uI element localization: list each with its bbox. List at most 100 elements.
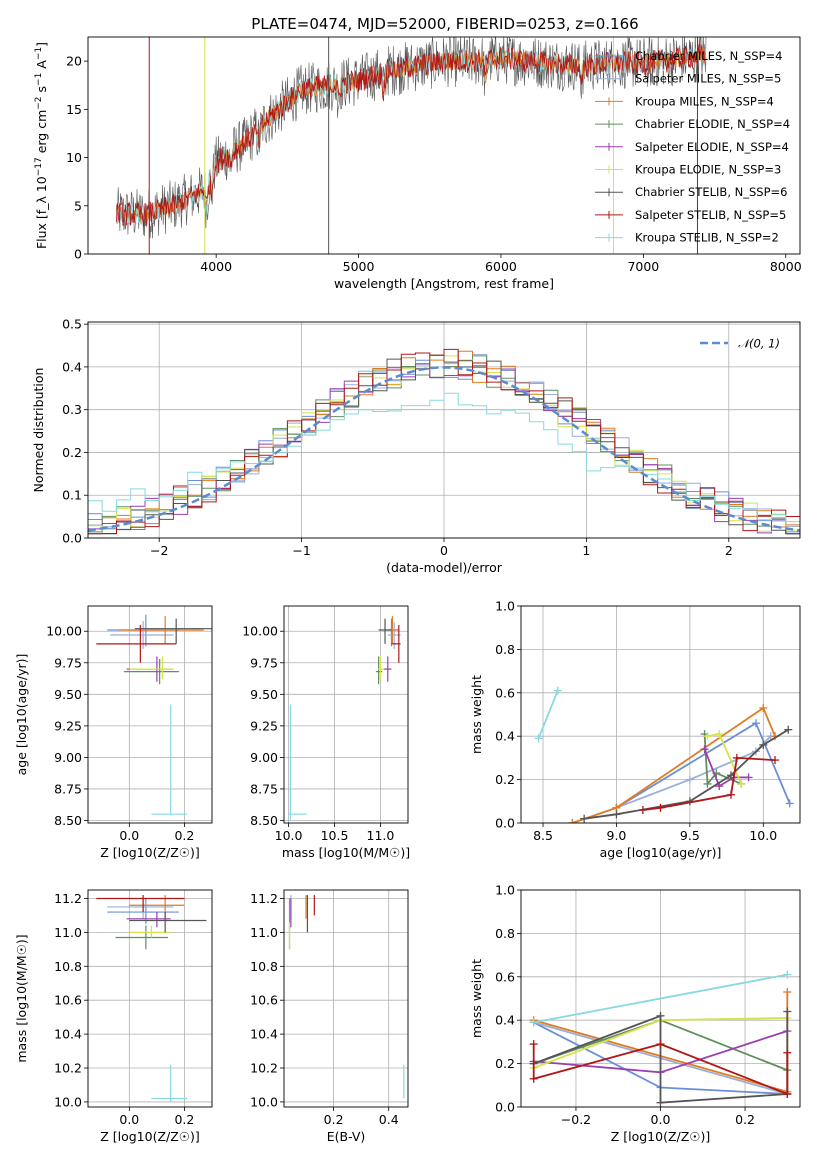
histogram-chabrier-elodie [88, 355, 800, 535]
histogram-kroupa-stelib [88, 392, 800, 523]
point-chabrier-stelib [134, 618, 212, 644]
spectrum-model-salpeter-stelib [116, 44, 707, 227]
point-chabrier-stelib [378, 618, 392, 644]
marker-chabrier-stelib [783, 1007, 792, 1016]
point-kroupa-elodie [129, 925, 171, 938]
y-tick-label: 8.75 [54, 781, 82, 796]
y-tick-label: 10.4 [250, 1027, 278, 1042]
plot-area [534, 686, 794, 823]
plot-area [96, 614, 212, 815]
y-tick-label: 0.0 [495, 1100, 515, 1115]
x-tick-label: 0.0 [119, 828, 139, 843]
x-tick-label: 0.2 [324, 1112, 344, 1127]
point-chabrier-stelib [129, 912, 207, 933]
point-salpeter-miles [110, 621, 174, 649]
y-tick-label: 5 [74, 198, 82, 213]
x-tick-label: 6000 [485, 259, 517, 274]
axes-frame [520, 889, 801, 1108]
panel-weight-vs-age: 8.5 9.0 9.5 10.0 0.0 0.2 0.4 0.6 0.8 1.0 age [log1… [469, 599, 801, 860]
x-tick-label: 0.4 [379, 1112, 399, 1127]
x-tick-label: 5000 [343, 259, 375, 274]
y-tick-label: 0.6 [495, 969, 515, 984]
y-tick-label: 0.2 [495, 772, 515, 787]
x-axis-label: age [log10(age/yr)] [600, 845, 722, 860]
x-tick-label: 7000 [627, 259, 659, 274]
x-tick-label: 0.0 [651, 1112, 671, 1127]
point-salpeter-elodie [126, 912, 171, 928]
panel-weight-vs-z: −0.2 0.0 0.2 0.0 0.2 0.4 0.6 0.8 1.0 Z [log10(Z/Z… [469, 883, 801, 1144]
marker-salpeter-stelib [529, 1040, 538, 1049]
marker-salpeter-stelib [783, 1048, 792, 1057]
y-tick-label: 10.2 [250, 1061, 278, 1076]
plot-area [288, 895, 405, 1099]
x-tick-label: 0.0 [119, 1112, 139, 1127]
x-tick-label: 10.5 [321, 828, 349, 843]
x-tick-label: 9.5 [680, 828, 700, 843]
axes-frame [87, 605, 213, 824]
figure-title: PLATE=0474, MJD=52000, FIBERID=0253, z=0… [251, 15, 638, 33]
y-tick-label: 9.00 [54, 750, 82, 765]
y-axis-label: Flux [f_λ 10−17 erg cm−2 s−1 A−1] [34, 42, 49, 249]
y-tick-label: 0.2 [62, 445, 82, 460]
line-kroupa-stelib [537, 690, 559, 739]
marker-chabrier-stelib [784, 725, 793, 734]
marker-chabrier-miles [785, 799, 794, 808]
legend-label-salpeter-elodie: Salpeter ELODIE, N_SSP=4 [635, 140, 789, 154]
marker-chabrier-elodie [703, 779, 712, 788]
x-tick-label: 0.2 [735, 1112, 755, 1127]
marker-kroupa-miles [783, 987, 792, 996]
y-tick-label: 0.4 [495, 1013, 515, 1028]
legend-label-normal: 𝒩(0, 1) [738, 337, 780, 351]
y-tick-label: 10.00 [242, 624, 278, 639]
y-tick-label: 10.6 [250, 993, 278, 1008]
marker-kroupa-elodie [715, 730, 724, 739]
legend-label-salpeter-stelib: Salpeter STELIB, N_SSP=5 [635, 208, 786, 222]
x-tick-label: 0.2 [174, 828, 194, 843]
marker-salpeter-stelib [726, 790, 735, 799]
legend-label-salpeter-miles: Salpeter MILES, N_SSP=5 [635, 72, 781, 86]
y-tick-label: 1.0 [495, 883, 515, 898]
marker-salpeter-stelib [732, 753, 741, 762]
y-tick-label: 11.2 [250, 891, 278, 906]
marker-kroupa-miles [568, 819, 577, 823]
marker-salpeter-stelib [771, 756, 780, 765]
y-tick-label: 11.0 [250, 925, 278, 940]
x-tick-label: 2 [725, 543, 733, 558]
y-tick-label: 10.4 [54, 1027, 82, 1042]
plot-area [288, 616, 401, 821]
x-tick-label: 8000 [770, 259, 802, 274]
marker-salpeter-stelib [638, 805, 647, 814]
line-chabrier-stelib [533, 1011, 789, 1104]
line-chabrier-elodie [703, 733, 742, 787]
y-tick-label: 10 [66, 150, 82, 165]
point-chabrier-elodie [375, 656, 383, 685]
marker-salpeter-stelib [656, 803, 665, 812]
y-tick-label: 10.0 [250, 1094, 278, 1109]
x-tick-label: −0.2 [561, 1112, 591, 1127]
plot-area [88, 348, 800, 535]
marker-salpeter-stelib [783, 1089, 792, 1098]
y-tick-label: 9.75 [54, 655, 82, 670]
marker-chabrier-stelib [612, 810, 621, 819]
marker-kroupa-stelib [783, 970, 792, 979]
y-tick-label: 0.8 [495, 642, 515, 657]
panel-mass-vs-z: 0.0 0.2 10.0 10.2 10.4 10.6 10.8 11.0 11.2 Z [log… [14, 889, 213, 1144]
axes-frame [87, 36, 801, 255]
y-tick-label: 0 [74, 247, 82, 262]
histogram-salpeter-stelib [88, 348, 800, 535]
point-chabrier-elodie [115, 925, 168, 950]
y-tick-label: 0.4 [62, 359, 82, 374]
y-tick-label: 9.25 [250, 718, 278, 733]
y-tick-label: 10.6 [54, 993, 82, 1008]
point-kroupa-stelib [151, 1064, 188, 1102]
axes-frame [283, 605, 409, 824]
y-tick-label: 8.50 [54, 813, 82, 828]
y-tick-label: 0.6 [495, 685, 515, 700]
plot-area [96, 895, 207, 1102]
x-axis-label: Z [log10(Z/Z☉)] [100, 845, 200, 860]
x-tick-label: 0.2 [174, 1112, 194, 1127]
point-salpeter-stelib [96, 895, 185, 913]
y-tick-label: 0.1 [62, 488, 82, 503]
x-axis-label: wavelength [Angstrom, rest frame] [334, 276, 554, 291]
y-tick-label: 10.0 [54, 1094, 82, 1109]
